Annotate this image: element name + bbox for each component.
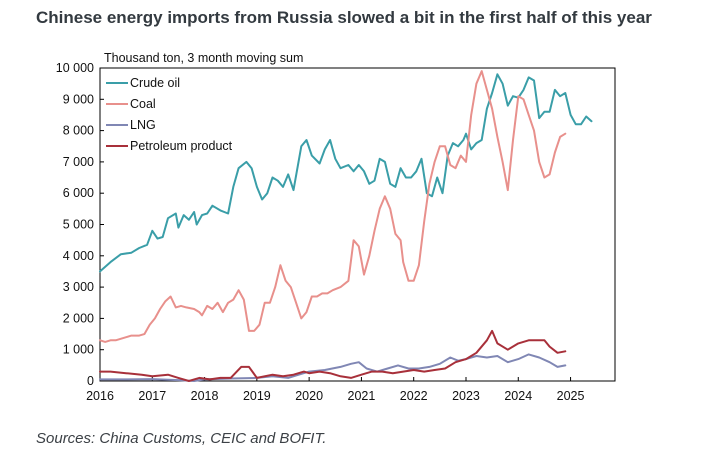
x-tick-label: 2025 [557,389,585,403]
x-tick-label: 2024 [504,389,532,403]
x-tick-label: 2016 [86,389,114,403]
x-tick-label: 2020 [295,389,323,403]
chart-title: Chinese energy imports from Russia slowe… [36,8,652,27]
series-line-crude-oil [99,73,593,273]
y-tick-label: 3 000 [63,280,94,294]
y-tick-label: 0 [87,374,94,388]
legend-label-crude-oil: Crude oil [130,76,180,90]
legend-label-coal: Coal [130,97,156,111]
y-tick-label: 7 000 [63,155,94,169]
x-tick-label: 2018 [191,389,219,403]
energy-imports-chart: 0 1 000 2 000 3 000 4 000 5 000 6 000 7 000 8 00… [56,51,616,403]
y-tick-label: 1 000 [63,343,94,357]
y-tick-label: 5 000 [63,218,94,232]
x-tick-label: 2019 [243,389,271,403]
x-tick-label: 2021 [348,389,376,403]
y-tick-label: 6 000 [63,186,94,200]
y-tick-label: 4 000 [63,249,94,263]
legend-label-petroleum-product: Petroleum product [130,139,233,153]
legend-label-lng: LNG [130,118,156,132]
series-line-coal [99,70,567,343]
y-axis: 0 1 000 2 000 3 000 4 000 5 000 6 000 7 000 8 00… [56,61,104,388]
y-axis-unit-label: Thousand ton, 3 month moving sum [104,51,303,65]
series-line-lng [99,353,567,382]
x-tick-label: 2017 [138,389,166,403]
y-tick-label: 9 000 [63,92,94,106]
x-tick-label: 2023 [452,389,480,403]
series-layer [99,70,593,382]
y-tick-label: 10 000 [56,61,94,75]
series-line-petroleum-product [99,329,567,382]
source-note: Sources: China Customs, CEIC and BOFIT. [36,430,327,447]
y-tick-label: 2 000 [63,311,94,325]
legend: Crude oil Coal LNG Petroleum product [106,76,233,153]
y-tick-label: 8 000 [63,124,94,138]
x-tick-label: 2022 [400,389,428,403]
